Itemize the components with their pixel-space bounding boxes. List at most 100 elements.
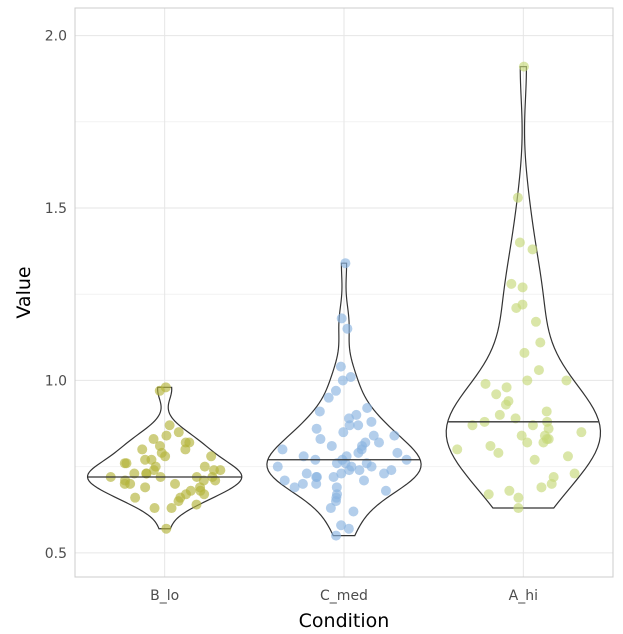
point-A_hi: [530, 316, 541, 327]
point-A_hi: [561, 375, 572, 386]
point-C_med: [361, 458, 372, 469]
point-A_hi: [513, 503, 524, 514]
point-C_med: [337, 375, 348, 386]
point-B_lo: [206, 451, 217, 462]
point-C_med: [353, 420, 364, 431]
point-C_med: [277, 444, 288, 455]
point-A_hi: [527, 244, 538, 255]
point-A_hi: [483, 489, 494, 500]
point-B_lo: [161, 523, 172, 534]
point-A_hi: [491, 389, 502, 400]
point-C_med: [340, 258, 351, 269]
point-C_med: [335, 361, 346, 372]
point-A_hi: [536, 482, 547, 493]
point-B_lo: [119, 458, 130, 469]
point-C_med: [341, 451, 352, 462]
median-layer: [87, 421, 599, 478]
point-C_med: [301, 468, 312, 479]
point-C_med: [359, 475, 369, 486]
y-axis-title: Value: [13, 266, 35, 318]
point-B_lo: [146, 454, 157, 465]
point-A_hi: [522, 375, 533, 386]
point-C_med: [338, 427, 349, 438]
point-A_hi: [480, 378, 491, 389]
point-A_hi: [562, 451, 573, 462]
point-B_lo: [160, 382, 171, 393]
point-B_lo: [166, 503, 177, 514]
point-A_hi: [519, 347, 530, 358]
point-C_med: [331, 482, 342, 493]
point-A_hi: [467, 420, 478, 431]
point-C_med: [298, 451, 309, 462]
point-C_med: [368, 430, 379, 441]
point-A_hi: [512, 192, 523, 203]
point-C_med: [330, 385, 341, 396]
point-B_lo: [137, 444, 148, 455]
point-A_hi: [533, 365, 544, 376]
y-tick-label: 2.0: [45, 29, 67, 45]
point-B_lo: [161, 430, 172, 441]
point-C_med: [323, 392, 334, 403]
point-C_med: [289, 482, 300, 493]
point-A_hi: [527, 420, 538, 431]
point-A_hi: [535, 337, 546, 348]
point-A_hi: [485, 440, 496, 451]
point-C_med: [311, 423, 322, 434]
point-C_med: [380, 485, 391, 496]
point-B_lo: [148, 434, 159, 445]
point-B_lo: [191, 499, 202, 510]
point-C_med: [328, 471, 339, 482]
point-C_med: [272, 461, 283, 472]
point-B_lo: [199, 461, 210, 472]
point-A_hi: [504, 485, 515, 496]
x-tick-label: A_hi: [509, 588, 538, 604]
point-C_med: [315, 434, 326, 445]
point-C_med: [336, 468, 347, 479]
point-A_hi: [548, 471, 559, 482]
point-B_lo: [129, 468, 140, 479]
point-B_lo: [140, 482, 151, 493]
point-C_med: [342, 323, 353, 334]
point-C_med: [392, 447, 403, 458]
point-A_hi: [493, 447, 504, 458]
plot-panel-border: [74, 7, 614, 578]
y-tick-label: 0.5: [45, 546, 67, 562]
point-A_hi: [503, 396, 514, 407]
point-C_med: [351, 409, 362, 420]
point-C_med: [366, 416, 377, 427]
point-C_med: [345, 371, 356, 382]
x-tick-label: C_med: [320, 588, 368, 604]
point-A_hi: [516, 430, 527, 441]
point-C_med: [331, 530, 342, 541]
point-A_hi: [541, 406, 552, 417]
point-B_lo: [130, 492, 141, 503]
point-A_hi: [576, 427, 587, 438]
point-C_med: [314, 406, 325, 417]
point-A_hi: [513, 492, 524, 503]
y-tick-labels: 0.5 1.0 1.5 2.0: [45, 29, 67, 562]
point-A_hi: [510, 413, 521, 424]
point-B_lo: [170, 478, 181, 489]
point-A_hi: [452, 444, 463, 455]
point-B_lo: [120, 475, 131, 486]
point-C_med: [348, 506, 359, 517]
point-C_med: [389, 430, 400, 441]
point-layer: [105, 61, 587, 541]
point-A_hi: [514, 237, 525, 248]
point-B_lo: [149, 503, 160, 514]
point-A_hi: [522, 437, 533, 448]
point-B_lo: [154, 440, 165, 451]
point-A_hi: [569, 468, 580, 479]
point-C_med: [386, 465, 397, 476]
point-C_med: [311, 471, 322, 482]
point-C_med: [325, 503, 336, 514]
point-A_hi: [517, 282, 528, 293]
point-A_hi: [517, 299, 528, 310]
point-C_med: [336, 313, 347, 324]
point-A_hi: [518, 61, 529, 72]
point-C_med: [362, 403, 373, 414]
point-C_med: [297, 478, 308, 489]
x-tick-label: B_lo: [150, 588, 179, 604]
point-C_med: [336, 520, 347, 531]
